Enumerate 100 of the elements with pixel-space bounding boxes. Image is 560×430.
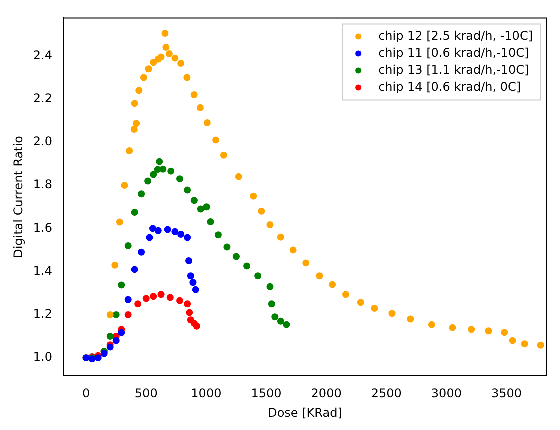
x-tick-label: 1500 (251, 386, 282, 401)
point (124, 296, 132, 304)
x-tick-label: 3500 (491, 386, 522, 401)
point (130, 126, 138, 133)
point (266, 222, 274, 229)
point (144, 178, 152, 185)
point (131, 266, 138, 274)
legend-label: chip 14 [0.6 krad/h, 0C] (378, 80, 522, 94)
point (118, 329, 126, 336)
point (121, 182, 128, 190)
point (235, 173, 242, 180)
y-tick-label: 1.4 (33, 264, 52, 278)
point (142, 295, 150, 302)
y-tick-label: 1.6 (33, 220, 52, 235)
point (258, 208, 266, 215)
point (254, 272, 262, 280)
point (197, 206, 204, 213)
point (140, 74, 148, 82)
point (537, 342, 544, 349)
point (146, 234, 154, 242)
y-tick-label: 1.8 (33, 178, 52, 192)
x-tick-label: 3000 (431, 386, 462, 401)
point (184, 234, 192, 242)
point (112, 262, 119, 269)
point (186, 258, 193, 265)
point (316, 272, 324, 280)
y-tick-label: 2.2 (33, 91, 52, 106)
point (190, 279, 197, 286)
x-tick-label: 0 (82, 386, 90, 401)
point (521, 340, 528, 348)
point (268, 300, 276, 308)
point (154, 227, 162, 234)
point (407, 316, 414, 323)
point (112, 311, 120, 318)
x-tick-label: 2500 (371, 386, 402, 401)
x-axis-title: Dose [KRad] (268, 406, 342, 420)
x-tick-label: 2000 (311, 386, 342, 401)
point (357, 299, 364, 306)
point (131, 100, 138, 108)
point (196, 104, 204, 112)
point (178, 60, 185, 67)
point (150, 59, 158, 66)
point (94, 354, 102, 362)
point (290, 246, 297, 254)
point (164, 226, 172, 234)
point (187, 272, 194, 280)
point (112, 337, 120, 344)
point (131, 209, 138, 216)
point (184, 300, 192, 308)
point (156, 158, 164, 166)
y-tick-label: 2.0 (33, 134, 52, 149)
point (138, 190, 146, 198)
point (342, 291, 350, 298)
point (302, 260, 310, 267)
point (178, 231, 185, 238)
point (124, 242, 132, 250)
point (168, 168, 175, 175)
point (138, 248, 146, 256)
y-tick-label: 2.4 (33, 48, 52, 62)
point (145, 66, 152, 73)
y-axis-title: Digital Current Ratio (11, 136, 26, 258)
point (124, 311, 132, 318)
point (116, 218, 124, 226)
point (162, 30, 169, 38)
legend-label: chip 11 [0.6 krad/h,-10C] (378, 46, 530, 60)
point (176, 176, 184, 183)
point (449, 324, 456, 332)
point (204, 120, 211, 127)
point (166, 294, 174, 302)
x-tick-label: 1000 (191, 386, 222, 401)
point (329, 281, 336, 288)
legend-label: chip 13 [1.1 krad/h,-10C] (378, 62, 530, 77)
point (371, 304, 378, 312)
point (283, 321, 290, 328)
point (207, 218, 214, 226)
point (162, 44, 170, 52)
point (184, 74, 191, 82)
point (118, 282, 126, 289)
point (277, 234, 284, 241)
point (184, 186, 192, 194)
point (106, 333, 114, 340)
point (133, 120, 140, 128)
point (172, 54, 179, 62)
point (172, 228, 179, 236)
point (136, 87, 143, 94)
point (509, 337, 516, 344)
x-tick-label: 500 (134, 386, 158, 401)
y-tick-label: 1.0 (33, 350, 52, 364)
point (220, 152, 228, 159)
point (388, 310, 396, 318)
point (485, 328, 492, 335)
point (193, 322, 200, 330)
point (106, 311, 114, 318)
point (277, 318, 284, 325)
point (190, 197, 198, 204)
legend-label: chip 12 [2.5 krad/h, -10C] (378, 28, 534, 43)
point (272, 314, 279, 321)
point (214, 232, 222, 239)
point (250, 192, 258, 200)
point (158, 291, 165, 298)
